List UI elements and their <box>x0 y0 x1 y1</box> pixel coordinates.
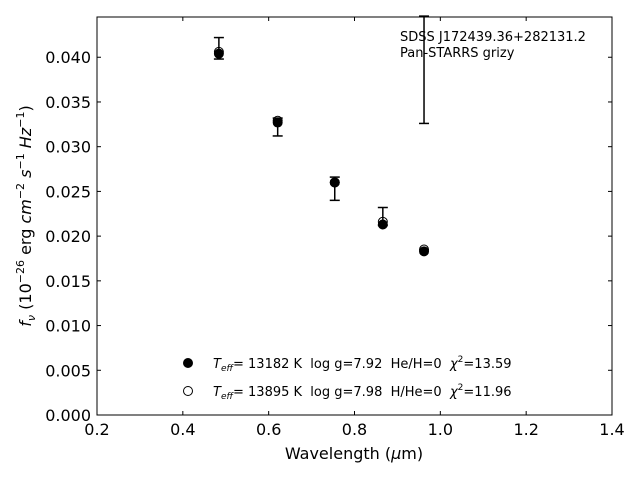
annotation-line-1: SDSS J172439.36+282131.2 <box>400 30 586 45</box>
legend-text-1: Teff= 13182 K log g=7.92 He/H=0 χ2=13.59 <box>213 355 512 374</box>
legend: Teff= 13182 K log g=7.92 He/H=0 χ2=13.59… <box>183 355 512 402</box>
x-tick-label: 0.8 <box>342 420 367 439</box>
legend-marker-filled-circle <box>183 358 193 368</box>
x-tick-label: 1.4 <box>599 420 624 439</box>
open-circle-point <box>329 177 340 188</box>
x-axis-label: Wavelength (μm) <box>285 444 423 463</box>
open-circle-point <box>272 115 283 126</box>
y-tick-label: 0.015 <box>45 272 91 291</box>
observed-errorbar <box>419 15 430 125</box>
legend-marker-open-circle <box>183 386 193 396</box>
plot-frame <box>96 16 613 416</box>
legend-text-2: Teff= 13895 K log g=7.98 H/He=0 χ2=11.96 <box>213 383 512 402</box>
x-tick-label: 0.4 <box>170 420 195 439</box>
y-axis-label: fν (10−26 erg cm−2 s−1 Hz−1) <box>14 105 38 326</box>
y-tick-label: 0.005 <box>45 361 91 380</box>
x-tick-label: 0.6 <box>256 420 281 439</box>
observed-photometry <box>213 15 430 227</box>
x-tick-label: 0.2 <box>84 420 109 439</box>
y-tick-label: 0.000 <box>45 406 91 425</box>
y-axis-ticks: 0.000 0.005 0.010 0.015 0.020 0.025 0.030 0.035… <box>45 48 612 425</box>
y-tick-label: 0.010 <box>45 317 91 336</box>
y-tick-label: 0.030 <box>45 138 91 157</box>
open-circle-point <box>213 46 224 57</box>
model-series <box>213 46 430 257</box>
y-tick-label: 0.025 <box>45 182 91 201</box>
x-tick-label: 1.0 <box>428 420 453 439</box>
filled-circle-point <box>377 219 388 230</box>
y-tick-label: 0.020 <box>45 227 91 246</box>
open-circle-point <box>419 244 430 255</box>
x-tick-label: 1.2 <box>513 420 538 439</box>
legend-entry-2: Teff= 13895 K log g=7.98 H/He=0 χ2=11.96 <box>183 383 512 402</box>
x-axis-ticks: 0.2 0.4 0.6 0.8 1.0 1.2 1.4 <box>84 17 625 439</box>
open-circle-point <box>377 216 388 227</box>
legend-entry-1: Teff= 13182 K log g=7.92 He/H=0 χ2=13.59 <box>183 355 512 374</box>
y-tick-label: 0.035 <box>45 93 91 112</box>
y-tick-label: 0.040 <box>45 48 91 67</box>
annotation-line-2: Pan-STARRS grizy <box>400 46 515 61</box>
